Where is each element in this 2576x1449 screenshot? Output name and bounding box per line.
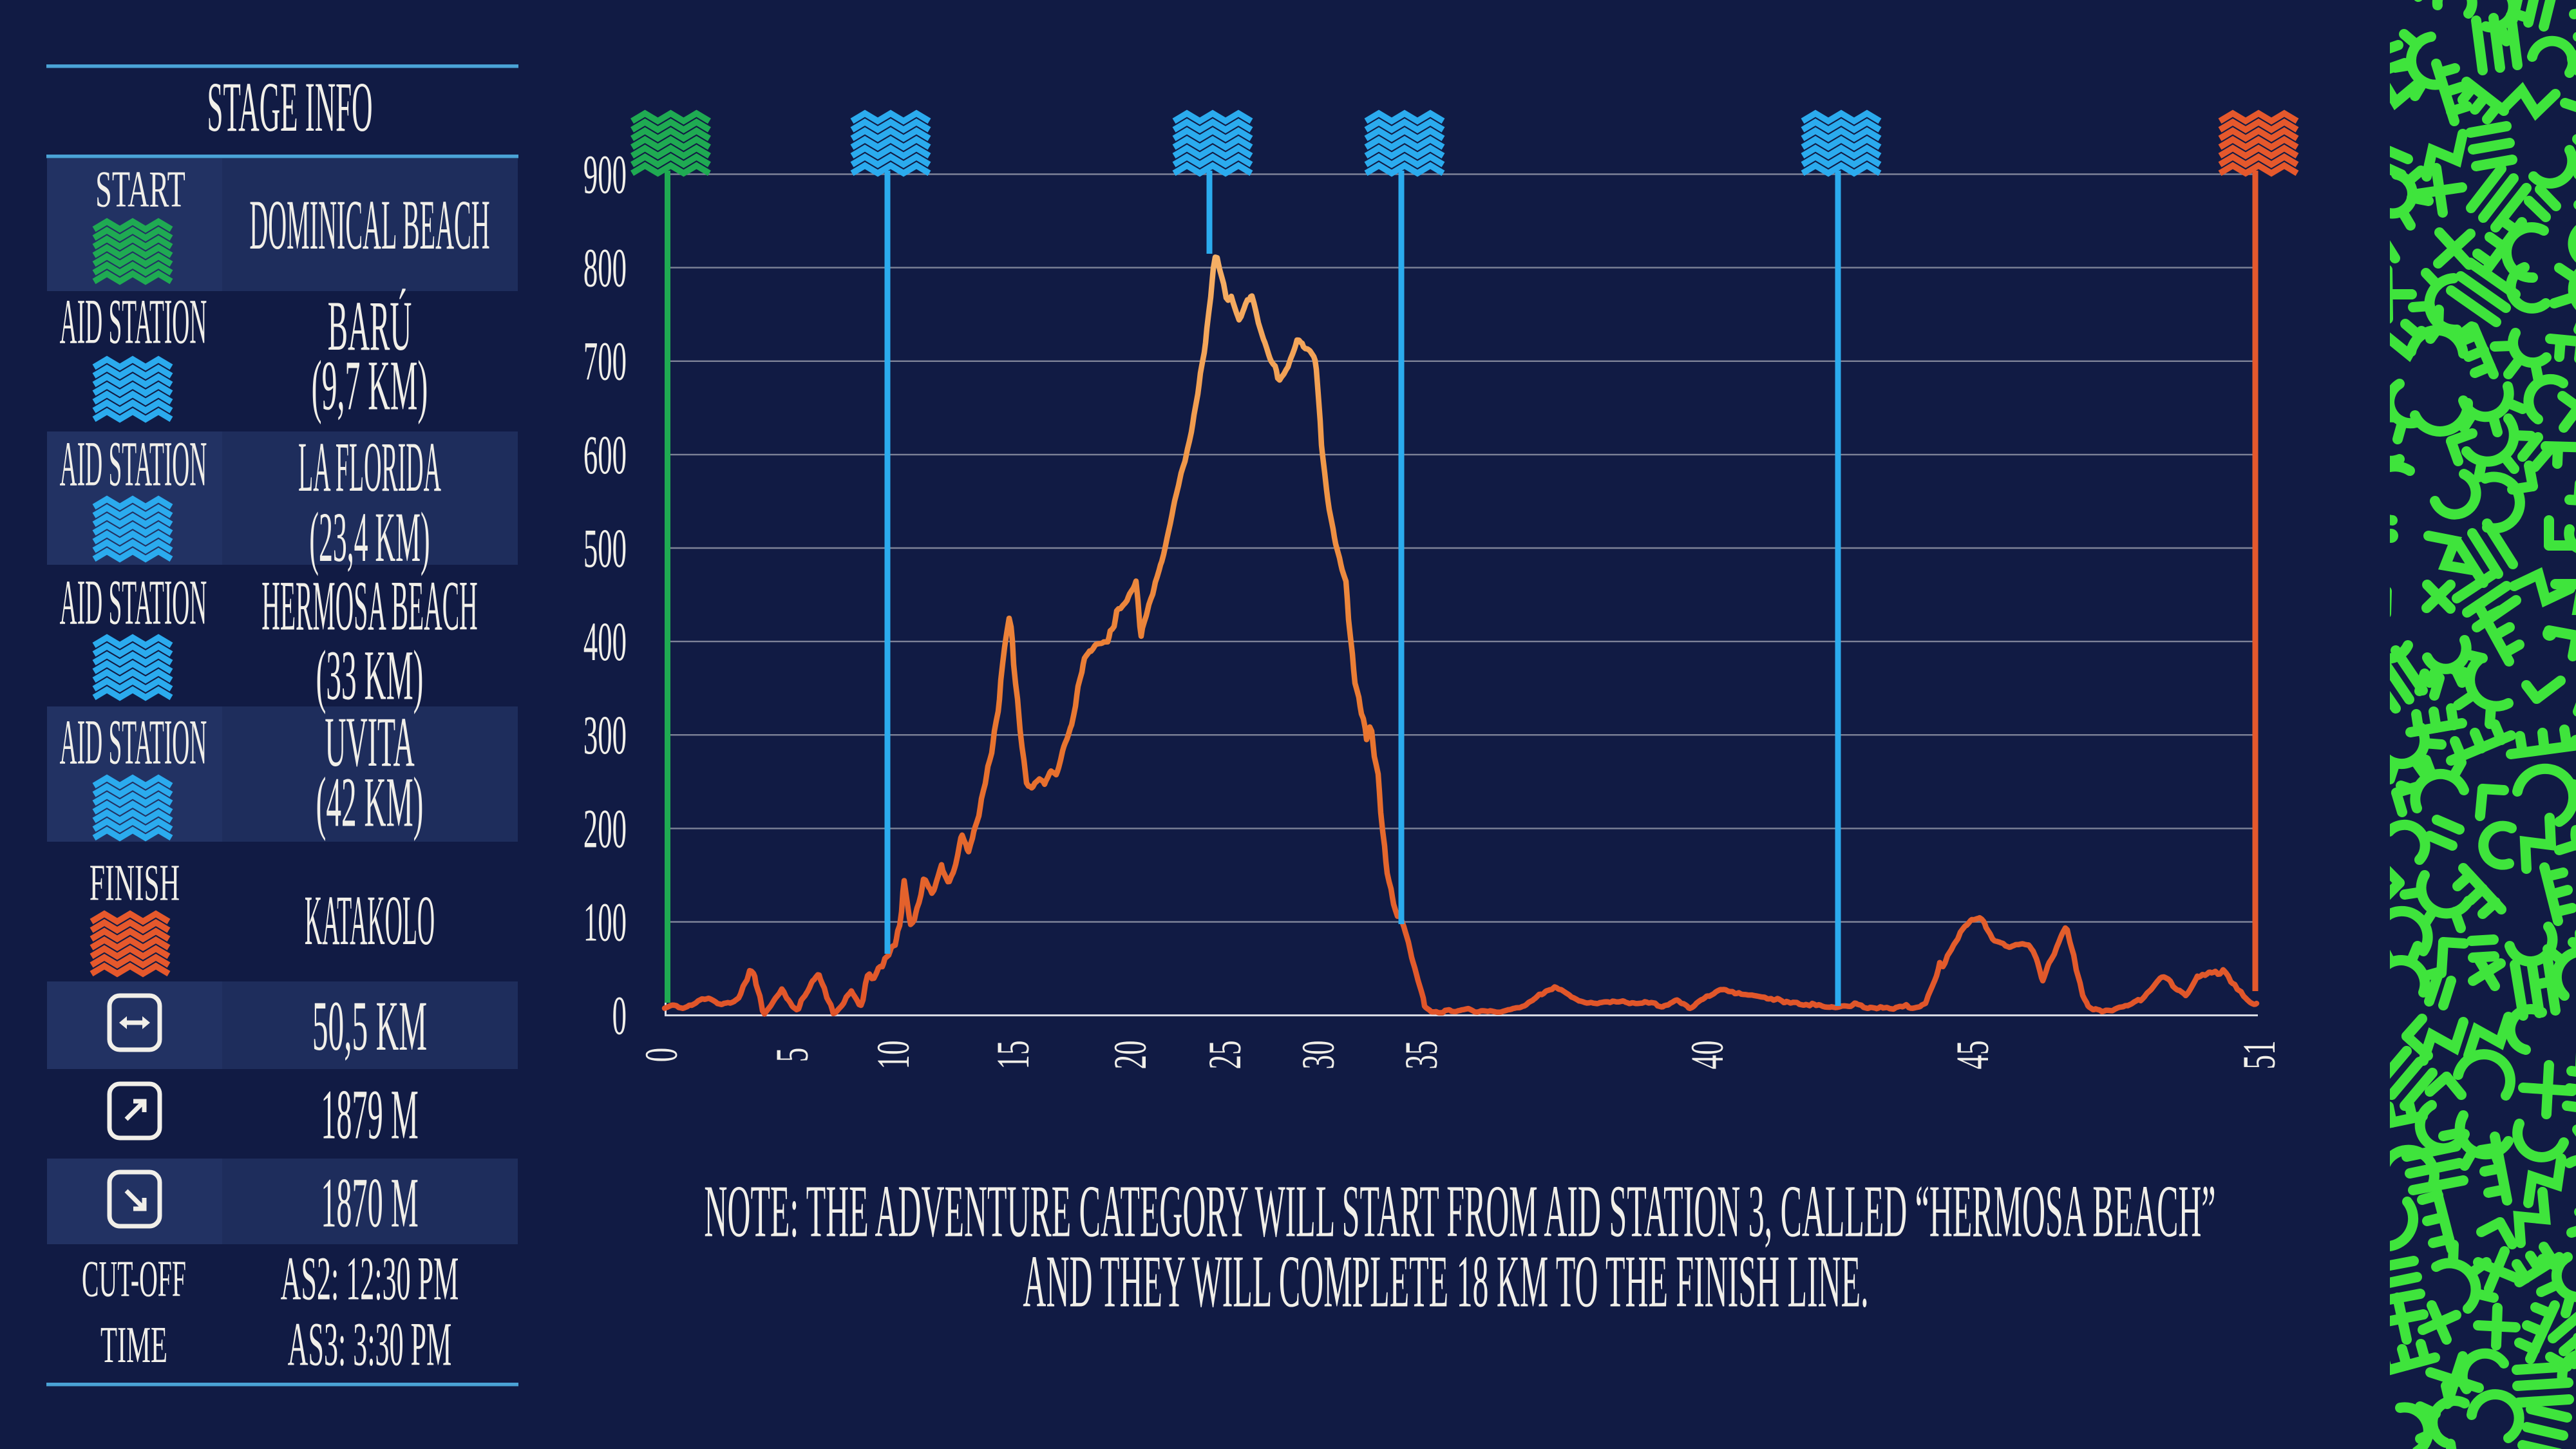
svg-text:STAGE INFO: STAGE INFO [207, 68, 373, 147]
svg-text:10: 10 [867, 1041, 918, 1070]
svg-text:TIME: TIME [100, 1316, 167, 1374]
svg-text:35: 35 [1396, 1041, 1446, 1070]
svg-text:5: 5 [766, 1048, 817, 1062]
svg-text:400: 400 [583, 611, 627, 672]
svg-text:FINISH: FINISH [90, 855, 180, 911]
svg-text:(9,7 KM): (9,7 KM) [312, 346, 428, 425]
svg-text:AID STATION: AID STATION [60, 429, 207, 500]
svg-text:300: 300 [583, 705, 627, 766]
svg-text:30: 30 [1293, 1041, 1343, 1070]
svg-text:AND THEY WILL COMPLETE 18 KM T: AND THEY WILL COMPLETE 18 KM TO THE FINI… [1023, 1240, 1868, 1323]
svg-text:50,5 KM: 50,5 KM [312, 987, 427, 1065]
svg-text:DOMINICAL BEACH: DOMINICAL BEACH [249, 185, 489, 264]
svg-text:AS3: 3:30 PM: AS3: 3:30 PM [288, 1311, 452, 1379]
svg-text:900: 900 [583, 144, 627, 205]
svg-text:800: 800 [583, 237, 627, 298]
svg-text:1879 M: 1879 M [321, 1075, 419, 1154]
svg-text:AS2: 12:30 PM: AS2: 12:30 PM [281, 1245, 459, 1314]
svg-text:START: START [95, 162, 185, 218]
svg-text:KATAKOLO: KATAKOLO [305, 881, 435, 960]
svg-text:AID STATION: AID STATION [60, 287, 207, 357]
svg-text:(23,4 KM): (23,4 KM) [309, 498, 430, 577]
svg-text:200: 200 [583, 798, 627, 859]
svg-text:LA FLORIDA: LA FLORIDA [298, 428, 441, 506]
svg-text:1870 M: 1870 M [321, 1164, 419, 1242]
svg-text:40: 40 [1681, 1041, 1732, 1070]
svg-text:500: 500 [583, 517, 627, 578]
svg-text:NOTE: THE ADVENTURE CATEGORY W: NOTE: THE ADVENTURE CATEGORY WILL START … [704, 1170, 2215, 1253]
svg-text:20: 20 [1104, 1041, 1155, 1070]
svg-text:0: 0 [636, 1048, 687, 1062]
svg-text:45: 45 [1947, 1041, 1998, 1070]
svg-text:(42 KM): (42 KM) [316, 764, 424, 842]
svg-text:AID STATION: AID STATION [60, 567, 207, 638]
svg-text:100: 100 [583, 891, 627, 952]
svg-text:(33 KM): (33 KM) [316, 638, 424, 715]
svg-text:0: 0 [612, 985, 627, 1046]
svg-text:CUT-OFF: CUT-OFF [82, 1251, 186, 1308]
svg-text:51: 51 [2233, 1041, 2284, 1070]
svg-text:600: 600 [583, 424, 627, 485]
svg-text:UVITA: UVITA [325, 703, 414, 781]
svg-text:BARÚ: BARÚ [328, 288, 412, 366]
svg-text:25: 25 [1199, 1041, 1250, 1070]
svg-text:700: 700 [583, 330, 627, 392]
svg-text:AID STATION: AID STATION [60, 707, 207, 778]
svg-text:15: 15 [987, 1041, 1038, 1070]
svg-text:HERMOSA BEACH: HERMOSA BEACH [261, 566, 478, 645]
